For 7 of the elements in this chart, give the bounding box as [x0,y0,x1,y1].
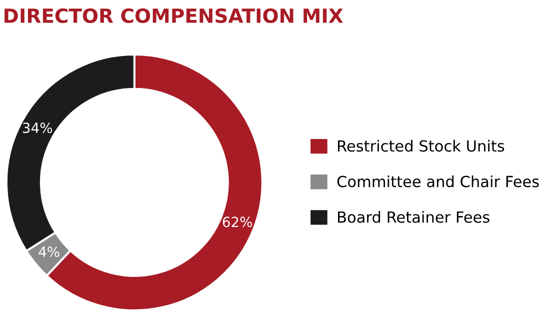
legend-label: Committee and Chair Fees [337,175,539,188]
chart-title: DIRECTOR COMPENSATION MIX [4,8,343,24]
data-label: 4% [38,246,60,258]
legend-label: Board Retainer Fees [338,211,490,223]
legend-label: Restricted Stock Units [338,140,504,152]
data-label: 34% [23,122,52,134]
data-label: 62% [222,216,252,228]
